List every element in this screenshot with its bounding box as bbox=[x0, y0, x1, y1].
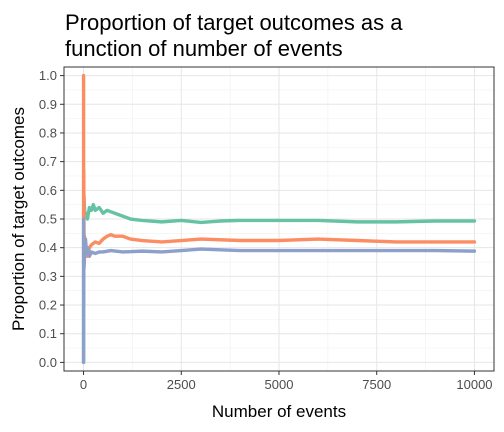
y-tick-label: 1.0 bbox=[39, 68, 57, 83]
x-tick-label: 0 bbox=[80, 377, 87, 392]
y-axis-ticks: 0.0 0.1 0.2 0.3 0.4 0.5 0.6 0.7 0.8 0.9 1.0 bbox=[39, 68, 64, 370]
y-tick-label: 0.3 bbox=[39, 269, 57, 284]
x-axis-title: Number of events bbox=[212, 402, 346, 421]
y-axis-title: Proportion of target outcomes bbox=[9, 107, 28, 331]
y-tick-label: 0.9 bbox=[39, 97, 57, 112]
x-tick-label: 2500 bbox=[167, 377, 196, 392]
x-axis-ticks: 0 2500 5000 7500 10000 bbox=[80, 371, 493, 392]
chart-title-line-2: function of number of events bbox=[65, 36, 343, 61]
y-tick-label: 0.7 bbox=[39, 154, 57, 169]
y-tick-label: 0.0 bbox=[39, 355, 57, 370]
x-tick-label: 7500 bbox=[362, 377, 391, 392]
y-tick-label: 0.1 bbox=[39, 326, 57, 341]
chart-title-line-1: Proportion of target outcomes as a bbox=[65, 10, 403, 35]
y-tick-label: 0.5 bbox=[39, 212, 57, 227]
series-lines bbox=[81, 73, 477, 365]
x-tick-label: 5000 bbox=[265, 377, 294, 392]
x-tick-label: 10000 bbox=[456, 377, 492, 392]
y-tick-label: 0.4 bbox=[39, 240, 57, 255]
y-tick-label: 0.8 bbox=[39, 125, 57, 140]
y-tick-label: 0.6 bbox=[39, 183, 57, 198]
series-line-3 bbox=[81, 217, 477, 365]
y-tick-label: 0.2 bbox=[39, 298, 57, 313]
